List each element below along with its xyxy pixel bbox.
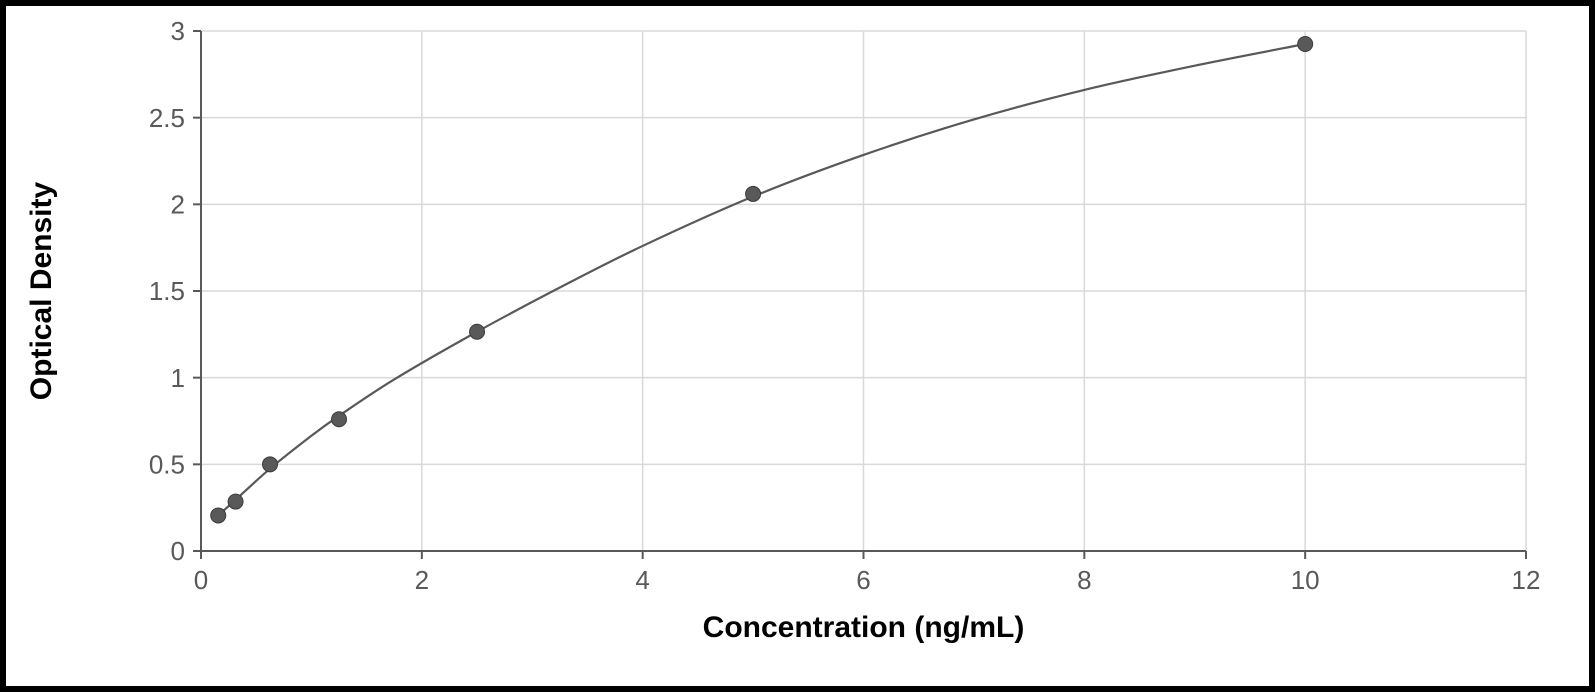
- y-axis-title: Optical Density: [25, 181, 58, 400]
- data-point: [746, 186, 761, 201]
- x-tick-label: 0: [194, 565, 208, 595]
- y-tick-label: 2: [171, 189, 185, 219]
- y-tick-label: 1: [171, 363, 185, 393]
- data-point: [1298, 37, 1313, 52]
- data-point: [263, 457, 278, 472]
- x-tick-label: 12: [1512, 565, 1541, 595]
- y-tick-label: 3: [171, 16, 185, 46]
- x-tick-label: 4: [635, 565, 649, 595]
- x-axis-title: Concentration (ng/mL): [703, 611, 1025, 644]
- chart-outer-frame: 0 2 4 6 8 10 12 0 0.5 1 1.5 2 2.5 3 Concentration (ng/…: [0, 0, 1595, 692]
- y-tick-label: 1.5: [149, 276, 185, 306]
- y-tick-label: 2.5: [149, 103, 185, 133]
- x-tick-label: 2: [415, 565, 429, 595]
- data-point: [228, 494, 243, 509]
- data-point: [211, 508, 226, 523]
- y-tick-label: 0.5: [149, 449, 185, 479]
- data-point: [470, 324, 485, 339]
- y-tick-label: 0: [171, 536, 185, 566]
- x-tick-label: 6: [856, 565, 870, 595]
- x-tick-label: 8: [1077, 565, 1091, 595]
- data-point: [332, 412, 347, 427]
- chart-svg: 0 2 4 6 8 10 12 0 0.5 1 1.5 2 2.5 3 Concentration (ng/…: [6, 6, 1589, 686]
- x-tick-label: 10: [1291, 565, 1320, 595]
